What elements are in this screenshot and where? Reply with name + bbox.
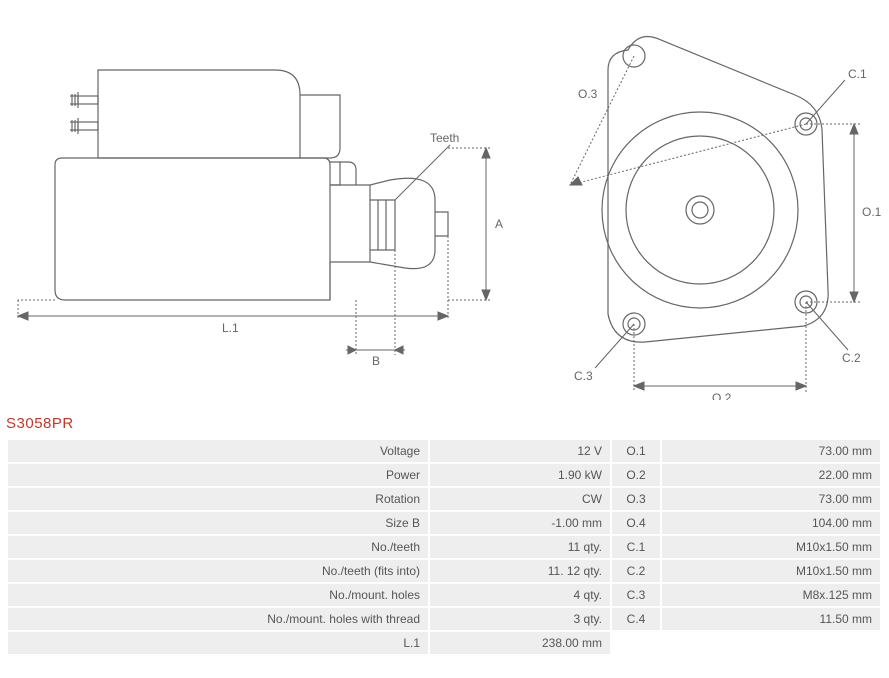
spec-label: C.4	[612, 608, 660, 630]
label-C1: C.1	[848, 67, 867, 81]
label-C2: C.2	[842, 351, 861, 365]
diagram-area: Teeth A B L.1	[0, 0, 889, 400]
table-row: Voltage12 VO.173.00 mm	[8, 440, 880, 462]
label-O3: O.3	[578, 87, 598, 101]
spec-label: C.3	[612, 584, 660, 606]
spec-value: 12 V	[430, 440, 610, 462]
spec-value: 4 qty.	[430, 584, 610, 606]
spec-label: C.1	[612, 536, 660, 558]
label-B: B	[372, 354, 380, 368]
spec-value: 73.00 mm	[662, 440, 880, 462]
spec-value: 11 qty.	[430, 536, 610, 558]
spec-label: No./mount. holes with thread	[8, 608, 428, 630]
spec-label: No./teeth (fits into)	[8, 560, 428, 582]
spec-value	[662, 632, 880, 654]
spec-value: 11.50 mm	[662, 608, 880, 630]
spec-label: O.3	[612, 488, 660, 510]
technical-drawing: Teeth A B L.1	[0, 0, 889, 400]
spec-label: L.1	[8, 632, 428, 654]
table-row: No./mount. holes with thread3 qty.C.411.…	[8, 608, 880, 630]
spec-value: M8x.125 mm	[662, 584, 880, 606]
spec-value: M10x1.50 mm	[662, 560, 880, 582]
table-row: RotationCWO.373.00 mm	[8, 488, 880, 510]
label-O1: O.1	[862, 205, 882, 219]
spec-value: 1.90 kW	[430, 464, 610, 486]
spec-value: 238.00 mm	[430, 632, 610, 654]
spec-value: 11. 12 qty.	[430, 560, 610, 582]
spec-label: C.2	[612, 560, 660, 582]
label-L1: L.1	[222, 321, 239, 335]
spec-table: Voltage12 VO.173.00 mmPower1.90 kWO.222.…	[6, 438, 882, 656]
spec-value: 73.00 mm	[662, 488, 880, 510]
label-A: A	[495, 217, 503, 231]
spec-value: M10x1.50 mm	[662, 536, 880, 558]
table-row: No./mount. holes4 qty.C.3M8x.125 mm	[8, 584, 880, 606]
spec-label: O.2	[612, 464, 660, 486]
spec-value: 104.00 mm	[662, 512, 880, 534]
table-row: L.1238.00 mm	[8, 632, 880, 654]
spec-label: Voltage	[8, 440, 428, 462]
spec-label: No./mount. holes	[8, 584, 428, 606]
table-row: Power1.90 kWO.222.00 mm	[8, 464, 880, 486]
spec-label: Rotation	[8, 488, 428, 510]
spec-label	[612, 632, 660, 654]
part-number: S3058PR	[6, 415, 74, 432]
label-O2: O.2	[712, 391, 732, 400]
spec-label: No./teeth	[8, 536, 428, 558]
spec-label: O.1	[612, 440, 660, 462]
spec-value: CW	[430, 488, 610, 510]
spec-value: -1.00 mm	[430, 512, 610, 534]
label-C3: C.3	[574, 369, 593, 383]
spec-label: Power	[8, 464, 428, 486]
spec-label: O.4	[612, 512, 660, 534]
table-row: No./teeth (fits into)11. 12 qty.C.2M10x1…	[8, 560, 880, 582]
table-row: Size B-1.00 mmO.4104.00 mm	[8, 512, 880, 534]
spec-label: Size B	[8, 512, 428, 534]
label-teeth: Teeth	[430, 131, 459, 145]
spec-value: 22.00 mm	[662, 464, 880, 486]
spec-value: 3 qty.	[430, 608, 610, 630]
table-row: No./teeth11 qty.C.1M10x1.50 mm	[8, 536, 880, 558]
